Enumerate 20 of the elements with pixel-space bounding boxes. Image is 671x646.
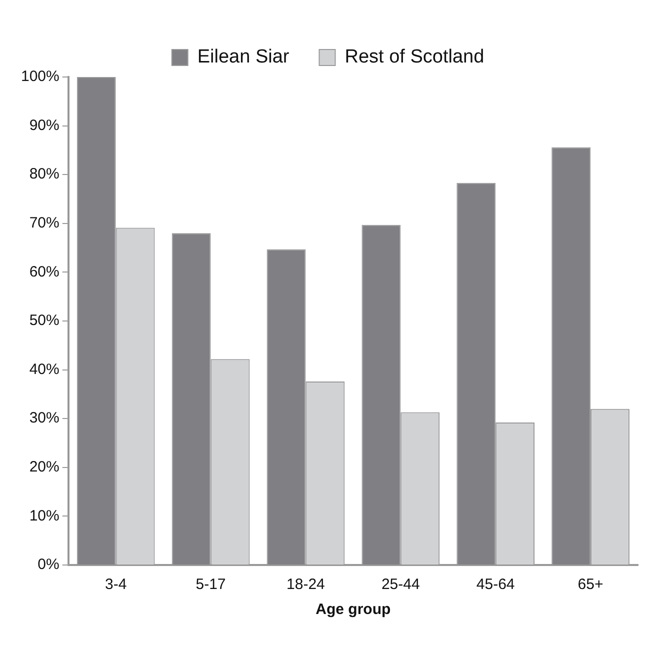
y-tick-label: 60% [29, 263, 60, 280]
x-tick-label: 25-44 [381, 576, 420, 594]
y-tick-label: 0% [38, 556, 60, 574]
y-tick-label: 10% [29, 507, 60, 524]
x-tick-label: 18-24 [286, 576, 325, 594]
x-tick-label: 65+ [578, 576, 604, 594]
y-tick-label: 40% [29, 360, 60, 378]
y-tick-label: 100% [20, 68, 60, 86]
x-tick-label: 3-4 [104, 576, 127, 594]
legend-label: Eilean Siar [197, 46, 290, 68]
legend-label: Rest of Scotland [344, 46, 484, 68]
y-tick-label: 80% [29, 166, 60, 183]
y-tick-label: 20% [29, 458, 60, 476]
x-tick-label: 5-17 [196, 576, 226, 594]
x-axis-title: Age group [316, 601, 391, 618]
y-tick-label: 30% [29, 410, 60, 427]
y-tick-label: 90% [29, 116, 60, 134]
y-tick-label: 50% [29, 312, 60, 330]
x-tick-label: 45-64 [476, 576, 515, 594]
y-tick-label: 70% [29, 214, 60, 232]
